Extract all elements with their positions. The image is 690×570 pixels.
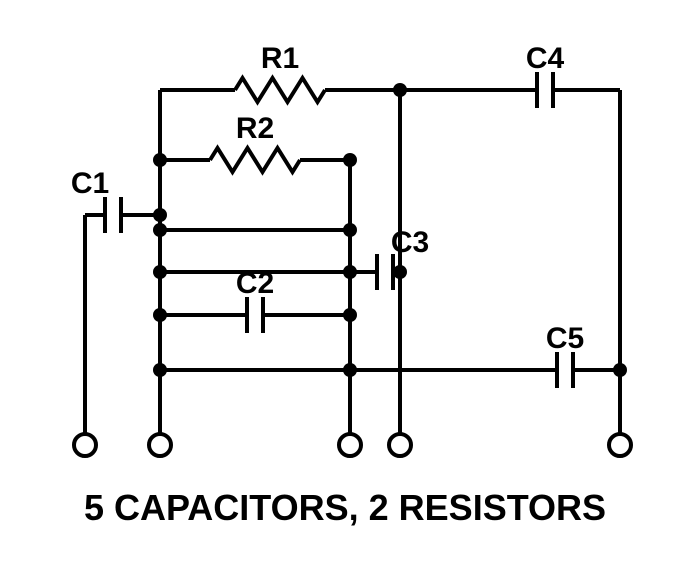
label-R2: R2: [236, 112, 274, 145]
junction-node: [343, 308, 357, 322]
junction-node: [153, 308, 167, 322]
diagram-title: 5 CAPACITORS, 2 RESISTORS: [84, 487, 606, 528]
capacitor-C4: [535, 72, 555, 108]
terminal-node: [609, 434, 631, 456]
junction-node: [153, 223, 167, 237]
label-C1: C1: [71, 167, 109, 200]
junction-node: [393, 265, 407, 279]
junction-node: [153, 208, 167, 222]
junction-node: [153, 153, 167, 167]
junction-node: [153, 265, 167, 279]
circuit-diagram: R1 C4 R2 C1 C3 C2 C5 5 CAPACITORS, 2 RESISTORS: [0, 0, 690, 570]
junction-node: [153, 363, 167, 377]
capacitor-C5: [555, 352, 575, 388]
junction-node: [393, 83, 407, 97]
capacitor-C3: [375, 254, 395, 290]
terminal-node: [149, 434, 171, 456]
terminal-node: [339, 434, 361, 456]
junction-node: [343, 363, 357, 377]
terminal-node: [74, 434, 96, 456]
junction-node: [343, 153, 357, 167]
junction-node: [343, 265, 357, 279]
label-C3: C3: [391, 226, 429, 259]
label-C5: C5: [546, 322, 584, 355]
terminal-node: [389, 434, 411, 456]
junction-node: [343, 223, 357, 237]
capacitor-C2: [245, 297, 265, 333]
label-C4: C4: [526, 42, 565, 75]
junction-node: [613, 363, 627, 377]
resistor-R1: [235, 78, 325, 102]
label-R1: R1: [261, 42, 299, 75]
capacitor-C1: [103, 197, 123, 233]
label-C2: C2: [236, 267, 274, 300]
resistor-R2: [210, 148, 300, 172]
